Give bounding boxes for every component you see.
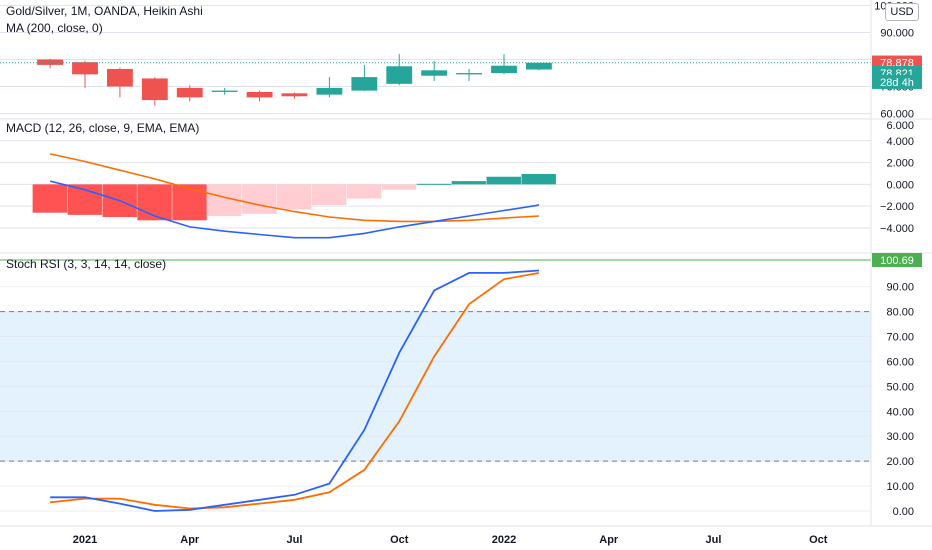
ma-indicator-label: MA (200, close, 0) [6, 21, 103, 35]
macd-histogram-bar [242, 184, 277, 214]
macd-tick-label: −2.000 [880, 201, 914, 213]
time-tick-label: Apr [599, 534, 619, 546]
candle-body [211, 90, 238, 92]
time-tick-label: Oct [809, 534, 828, 546]
stoch-tick-label: 0.00 [893, 506, 914, 518]
stoch-grid [0, 286, 871, 512]
price-tick-label: 60.000 [880, 109, 914, 121]
stoch-tick-label: 40.00 [886, 406, 914, 418]
stoch-tick-label: 50.00 [886, 381, 914, 393]
candle-body [281, 93, 308, 97]
price-grid [0, 4, 871, 115]
candles [37, 54, 552, 106]
macd-histogram-bar [416, 183, 452, 185]
macd-tick-label: 4.000 [886, 136, 914, 148]
stoch-tick-label: 70.00 [886, 332, 914, 344]
time-tick-label: Jul [706, 534, 722, 546]
candle-body [141, 78, 168, 101]
stoch-limit-badge [872, 253, 922, 268]
time-tick-label: Apr [180, 534, 200, 546]
macd-histogram-bar [137, 184, 172, 221]
macd-axis[interactable]: −4.000 −2.000 0.000 2.000 4.000 6.000 [880, 120, 914, 235]
macd-histogram-bar [172, 184, 207, 221]
stoch-k-line [50, 269, 539, 512]
price-badge [872, 74, 922, 89]
candle-body [316, 87, 343, 95]
stoch-rsi-panel[interactable]: 0.00 10.00 20.00 30.00 40.00 50.00 60.00 70.00 8… [0, 253, 922, 518]
stoch-axis[interactable]: 0.00 10.00 20.00 30.00 40.00 50.00 60.00 70.00 8… [886, 282, 914, 518]
macd-tick-label: 6.000 [886, 120, 914, 132]
stoch-tick-label: 30.00 [886, 431, 914, 443]
macd-tick-label: 0.000 [886, 179, 914, 191]
stoch-limit-badge-label: 100.69 [880, 255, 914, 267]
macd-histogram-bar [381, 184, 417, 190]
candle-body [491, 65, 517, 74]
time-tick-label: Oct [390, 534, 409, 546]
stoch-upper-badge: 100.69 [872, 253, 922, 267]
time-tick-label: Jul [287, 534, 303, 546]
stoch-tick-label: 80.00 [886, 307, 914, 319]
time-tick-label: 2021 [73, 534, 97, 546]
price-panel-title: Gold/Silver, 1M, OANDA, Heikin Ashi [6, 4, 203, 18]
macd-panel-title: MACD (12, 26, close, 9, EMA, EMA) [6, 121, 199, 135]
candle-body [37, 59, 64, 65]
stoch-tick-label: 60.00 [886, 356, 914, 368]
time-tick-label: 2022 [492, 534, 516, 546]
candle-body [525, 62, 552, 70]
macd-line [49, 180, 540, 239]
candle-body [176, 87, 203, 98]
stoch-tick-label: 20.00 [886, 456, 914, 468]
candle-body [456, 73, 483, 75]
candle-body [246, 91, 273, 98]
price-tick-label: 90.000 [880, 27, 914, 39]
candle-body [106, 68, 133, 87]
macd-panel[interactable]: −4.000 −2.000 0.000 2.000 4.000 6.000 MACD (1… [0, 120, 914, 239]
stoch-panel-title: Stoch RSI (3, 3, 14, 14, close) [6, 257, 166, 271]
candle-body [72, 62, 98, 75]
macd-histogram-bar [346, 184, 382, 199]
time-axis[interactable]: 2021 Apr Jul Oct 2022 Apr Jul Oct [73, 534, 828, 546]
currency-button[interactable]: USD [885, 3, 919, 21]
macd-histogram-bar [277, 184, 312, 210]
candle-body [421, 70, 448, 76]
stoch-tick-label: 10.00 [886, 481, 914, 493]
stoch-d-line [50, 272, 540, 510]
macd-histogram-bar [32, 184, 68, 213]
stoch-tick-label: 90.00 [886, 282, 914, 294]
macd-histogram-bar [311, 184, 347, 206]
macd-histogram-bar [451, 181, 487, 185]
candle-body [351, 77, 378, 91]
macd-signal-line [49, 153, 539, 223]
macd-histogram-bar [521, 174, 556, 185]
price-badge-label: 28d 4h [880, 77, 914, 89]
candle-body [386, 66, 413, 84]
macd-tick-label: 2.000 [886, 158, 914, 170]
macd-tick-label: −4.000 [880, 223, 914, 235]
macd-histogram-bar [486, 176, 521, 185]
